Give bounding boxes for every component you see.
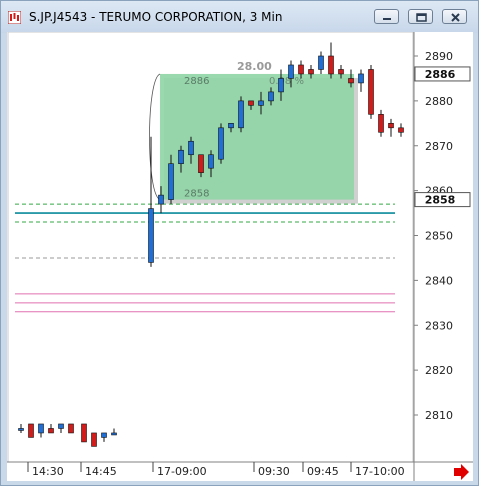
scroll-right-arrow-icon[interactable] bbox=[454, 464, 469, 480]
close-icon bbox=[451, 13, 460, 22]
y-tick-label: 2830 bbox=[425, 319, 453, 332]
restore-button[interactable] bbox=[408, 9, 433, 24]
candle-body[interactable] bbox=[218, 127, 224, 160]
candle-body[interactable] bbox=[398, 127, 404, 133]
candle-body[interactable] bbox=[38, 423, 44, 434]
candle-body[interactable] bbox=[278, 78, 284, 93]
restore-icon bbox=[416, 13, 427, 22]
candle-body[interactable] bbox=[58, 423, 64, 429]
x-tick-label: 09:30 bbox=[258, 465, 290, 478]
price-zone-bottom-label: 2858 bbox=[184, 189, 209, 200]
candle-body[interactable] bbox=[288, 64, 294, 79]
x-tick-label: 09:45 bbox=[307, 465, 339, 478]
close-button[interactable] bbox=[442, 9, 467, 24]
candle-body[interactable] bbox=[158, 194, 164, 205]
minimize-icon bbox=[383, 18, 391, 20]
x-tick-label: 17-10:00 bbox=[355, 465, 405, 478]
price-zone-top-label: 2886 bbox=[184, 76, 209, 87]
candle-body[interactable] bbox=[178, 149, 184, 165]
y-tick-label: 2840 bbox=[425, 274, 453, 287]
candle-body[interactable] bbox=[348, 78, 354, 84]
candle-body[interactable] bbox=[198, 154, 204, 173]
candle-body[interactable] bbox=[358, 73, 364, 84]
y-tick-label: 2820 bbox=[425, 364, 453, 377]
price-zone-bracket bbox=[149, 73, 161, 200]
price-tag bbox=[414, 192, 471, 208]
candle-body[interactable] bbox=[328, 55, 334, 75]
candle-body[interactable] bbox=[378, 114, 384, 133]
price-tag-label: 2858 bbox=[425, 194, 456, 207]
price-tag bbox=[414, 66, 471, 82]
x-tick-label: 17-09:00 bbox=[157, 465, 207, 478]
candle-body[interactable] bbox=[298, 64, 304, 75]
candle-body[interactable] bbox=[248, 100, 254, 106]
title-bar[interactable]: S.JP.J4543 - TERUMO CORPORATION, 3 Min bbox=[1, 1, 478, 33]
y-tick-label: 2810 bbox=[425, 409, 453, 422]
candlestick-chart[interactable]: 2886 2858 28.00 0.98 % 2810 2820 2830 2840 2850 2… bbox=[7, 31, 473, 481]
candle-body[interactable] bbox=[368, 69, 374, 115]
y-tick-label: 2880 bbox=[425, 95, 453, 108]
price-tag-label: 2886 bbox=[425, 68, 456, 81]
y-tick-label: 2870 bbox=[425, 140, 453, 153]
candle-body[interactable] bbox=[318, 55, 324, 70]
candle-body[interactable] bbox=[48, 428, 54, 434]
candle-body[interactable] bbox=[28, 423, 34, 438]
price-zone-size-label: 28.00 bbox=[237, 60, 272, 73]
candle-body[interactable] bbox=[388, 123, 394, 129]
candle-body[interactable] bbox=[168, 163, 174, 200]
candle-body[interactable] bbox=[81, 423, 87, 443]
price-zone-percent-label: 0.98 % bbox=[269, 76, 304, 87]
window-title: S.JP.J4543 - TERUMO CORPORATION, 3 Min bbox=[29, 10, 283, 24]
price-zone-box[interactable] bbox=[160, 73, 354, 200]
candle-body[interactable] bbox=[338, 69, 344, 75]
candle-body[interactable] bbox=[188, 140, 194, 156]
y-tick-label: 2890 bbox=[425, 50, 453, 63]
x-tick-label: 14:45 bbox=[85, 465, 117, 478]
candle-body[interactable] bbox=[91, 432, 97, 447]
candle-body[interactable] bbox=[18, 428, 24, 431]
candle-body[interactable] bbox=[268, 91, 274, 102]
x-tick-label: 14:30 bbox=[32, 465, 64, 478]
candle-body[interactable] bbox=[228, 123, 234, 129]
app-icon bbox=[8, 11, 21, 24]
minimize-button[interactable] bbox=[374, 9, 399, 24]
chart-area[interactable]: 2886 2858 28.00 0.98 % 2810 2820 2830 2840 2850 2… bbox=[7, 31, 473, 481]
candle-body[interactable] bbox=[208, 154, 214, 169]
candle-body[interactable] bbox=[111, 432, 117, 436]
candle-body[interactable] bbox=[258, 100, 264, 106]
y-tick-label: 2850 bbox=[425, 230, 453, 243]
candle-body[interactable] bbox=[308, 69, 314, 75]
candle-body[interactable] bbox=[68, 423, 74, 434]
candle-body[interactable] bbox=[148, 208, 154, 263]
candle-body[interactable] bbox=[238, 100, 244, 129]
candle-body[interactable] bbox=[101, 432, 107, 438]
